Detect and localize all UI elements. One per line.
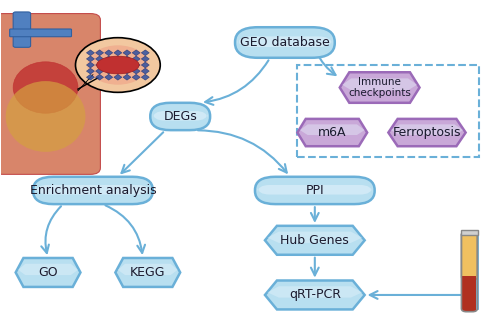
FancyBboxPatch shape [10,29,72,37]
FancyBboxPatch shape [150,103,210,130]
Polygon shape [340,72,419,103]
Ellipse shape [6,81,86,152]
Text: qRT-PCR: qRT-PCR [289,288,341,301]
Polygon shape [298,119,367,146]
Text: DEGs: DEGs [164,110,197,123]
Polygon shape [96,56,104,62]
Polygon shape [142,50,150,56]
Polygon shape [96,68,104,74]
Ellipse shape [13,62,78,113]
Polygon shape [86,68,94,74]
Polygon shape [123,62,131,68]
Polygon shape [104,56,112,62]
FancyBboxPatch shape [462,232,477,280]
Polygon shape [142,56,150,62]
Polygon shape [123,68,131,74]
Polygon shape [104,50,112,56]
Polygon shape [268,232,362,243]
Ellipse shape [96,56,139,74]
Polygon shape [142,74,150,80]
Polygon shape [114,68,122,74]
Polygon shape [116,258,180,287]
Polygon shape [132,56,140,62]
Polygon shape [142,68,150,74]
Polygon shape [86,74,94,80]
Text: PPI: PPI [306,184,324,197]
FancyBboxPatch shape [258,185,372,194]
Circle shape [88,45,148,85]
Polygon shape [96,62,104,68]
Text: m6A: m6A [318,126,346,139]
Polygon shape [300,124,364,135]
Polygon shape [86,50,94,56]
Text: Enrichment analysis: Enrichment analysis [30,184,156,197]
Polygon shape [96,50,104,56]
Polygon shape [104,74,112,80]
Bar [461,230,478,235]
FancyBboxPatch shape [0,14,100,174]
FancyBboxPatch shape [235,27,335,58]
Polygon shape [132,74,140,80]
Polygon shape [114,56,122,62]
Bar [298,65,480,157]
Polygon shape [104,68,112,74]
Polygon shape [123,56,131,62]
Polygon shape [16,258,80,287]
Text: Immune
checkpoints: Immune checkpoints [348,77,411,98]
FancyBboxPatch shape [33,177,153,204]
Polygon shape [86,62,94,68]
FancyBboxPatch shape [238,36,332,47]
Polygon shape [265,280,364,309]
Polygon shape [391,124,463,135]
Text: KEGG: KEGG [130,266,166,279]
Polygon shape [132,50,140,56]
Polygon shape [142,62,150,68]
Polygon shape [132,62,140,68]
Polygon shape [96,74,104,80]
Circle shape [76,38,160,92]
Polygon shape [268,286,362,297]
Polygon shape [86,56,94,62]
FancyBboxPatch shape [153,111,208,120]
Polygon shape [388,119,466,146]
Polygon shape [104,62,112,68]
FancyBboxPatch shape [13,12,30,47]
FancyBboxPatch shape [255,177,374,204]
Polygon shape [265,226,364,255]
Text: GEO database: GEO database [240,36,330,49]
Polygon shape [123,50,131,56]
Polygon shape [114,62,122,68]
Polygon shape [132,68,140,74]
Polygon shape [123,74,131,80]
Polygon shape [114,50,122,56]
Text: GO: GO [38,266,58,279]
Polygon shape [342,78,417,90]
Polygon shape [18,264,78,275]
Text: Hub Genes: Hub Genes [280,234,349,247]
FancyBboxPatch shape [36,185,150,194]
Text: Ferroptosis: Ferroptosis [393,126,462,139]
Polygon shape [118,264,178,275]
Bar [462,276,476,311]
Polygon shape [114,74,122,80]
